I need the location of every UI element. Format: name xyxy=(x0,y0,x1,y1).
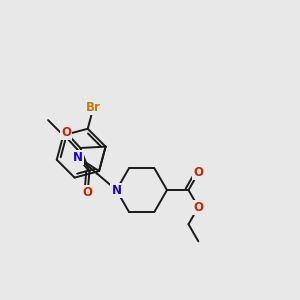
Text: N: N xyxy=(73,151,83,164)
Text: O: O xyxy=(83,186,93,199)
Text: O: O xyxy=(193,201,203,214)
Text: N: N xyxy=(111,184,122,196)
Text: Br: Br xyxy=(86,101,101,114)
Text: O: O xyxy=(193,167,203,179)
Text: O: O xyxy=(61,126,71,139)
